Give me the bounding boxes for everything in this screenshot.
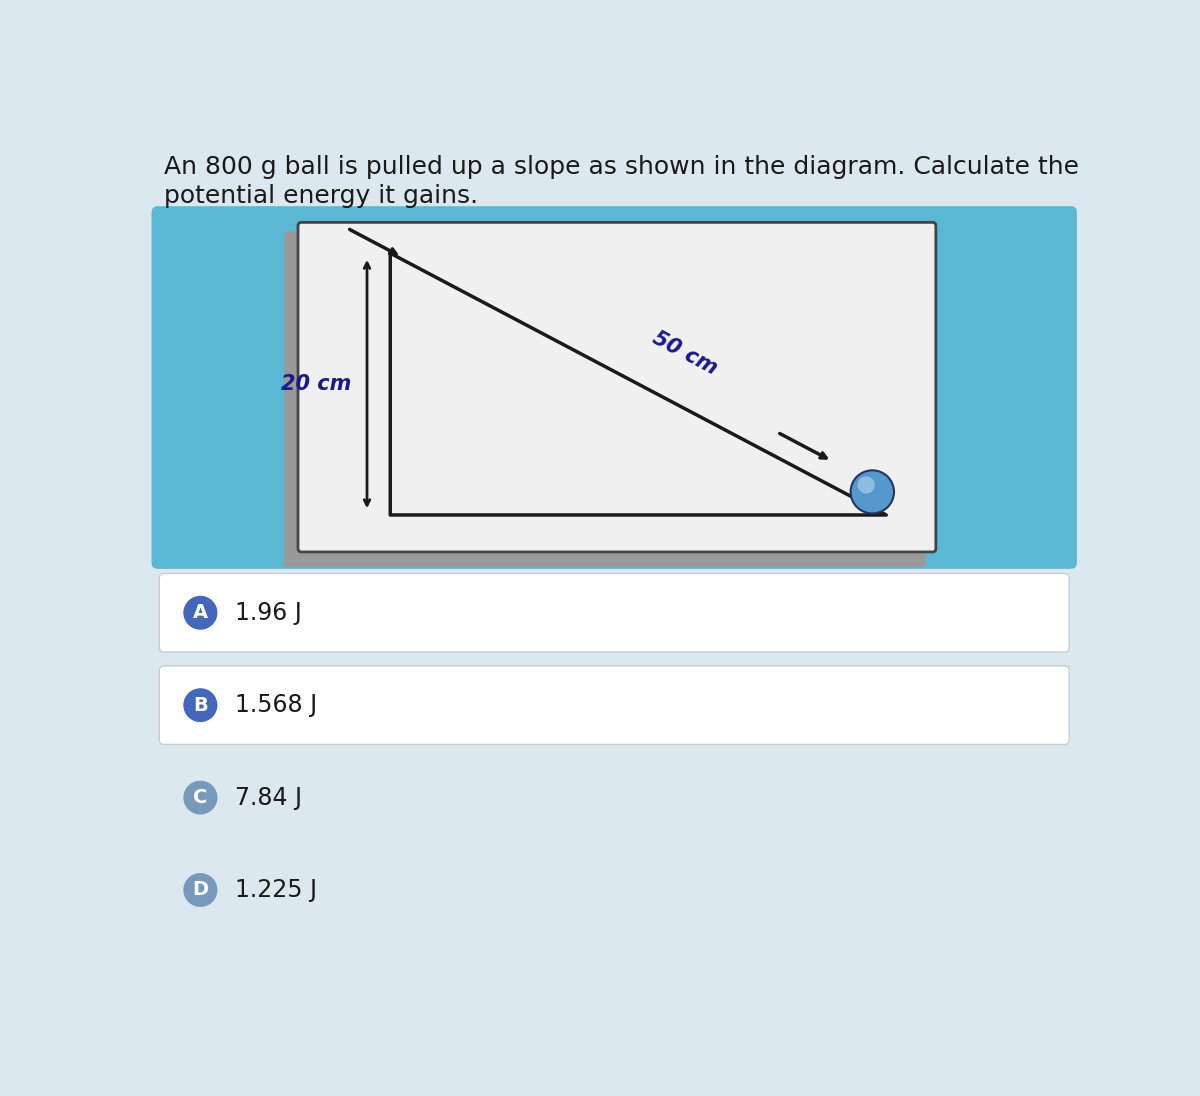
Circle shape [851,470,894,513]
Circle shape [184,780,217,814]
Text: potential energy it gains.: potential energy it gains. [164,184,478,208]
Text: 7.84 J: 7.84 J [235,786,302,810]
Circle shape [184,596,217,630]
Text: 1.225 J: 1.225 J [235,878,317,902]
Text: 50 cm: 50 cm [649,328,720,378]
Text: D: D [192,880,209,900]
Text: 20 cm: 20 cm [281,374,352,395]
FancyBboxPatch shape [298,222,936,552]
Text: B: B [193,696,208,715]
Circle shape [184,688,217,722]
FancyBboxPatch shape [160,666,1069,744]
Text: An 800 g ball is pulled up a slope as shown in the diagram. Calculate the: An 800 g ball is pulled up a slope as sh… [164,155,1079,179]
FancyBboxPatch shape [151,206,1076,569]
FancyBboxPatch shape [284,231,925,568]
Text: 1.568 J: 1.568 J [235,693,318,717]
Circle shape [184,874,217,906]
Text: A: A [193,603,208,623]
FancyBboxPatch shape [160,573,1069,652]
Text: C: C [193,788,208,807]
Circle shape [858,477,875,493]
Text: 1.96 J: 1.96 J [235,601,302,625]
